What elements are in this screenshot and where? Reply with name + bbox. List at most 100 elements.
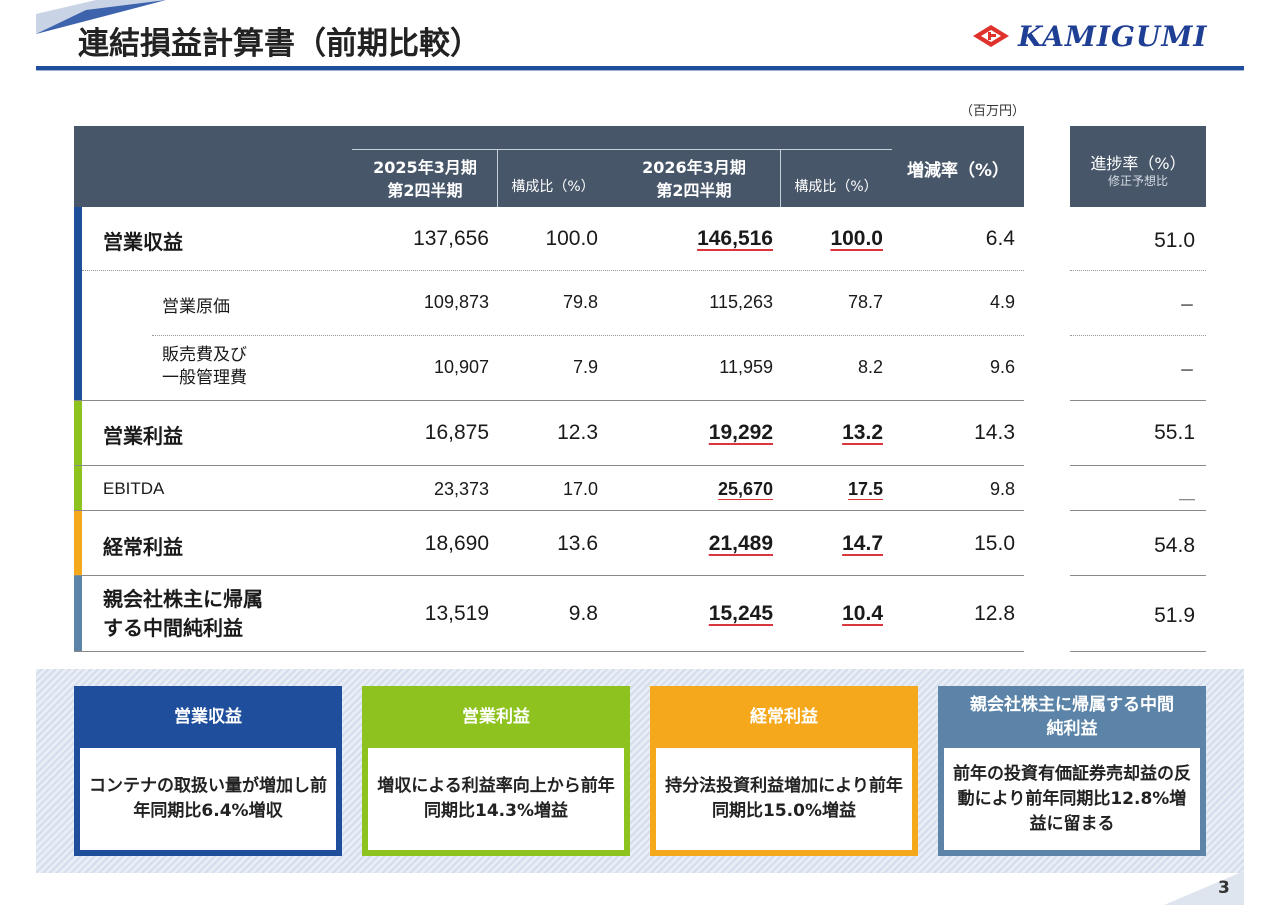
- header-curr-ratio: 構成比（%）: [794, 179, 878, 195]
- header-rule: [608, 149, 780, 150]
- title-divider-shadow: [36, 70, 1244, 71]
- prev-ratio: 17.0: [562, 479, 598, 499]
- title-divider: [36, 66, 1244, 70]
- progress-rate: 54.8: [1154, 534, 1195, 557]
- summary-card-operating-profit: 営業利益 増収による利益率向上から前年同期比14.3%増益: [362, 686, 630, 856]
- ordinary-group-bar: [74, 511, 82, 575]
- progress-divider: [1070, 465, 1206, 466]
- curr-value: 115,263: [709, 292, 773, 312]
- kamigumi-diamond-icon: [973, 25, 1009, 47]
- company-logo: KAMIGUMI: [972, 19, 1208, 53]
- progress-rate: 55.1: [1154, 421, 1195, 444]
- row-label-line2: 一般管理費: [162, 368, 247, 388]
- progress-divider: [1070, 575, 1206, 576]
- card-body: 増収による利益率向上から前年同期比14.3%増益: [368, 748, 624, 850]
- header-rule: [352, 149, 498, 150]
- header-progress-sub: 修正予想比: [1107, 174, 1168, 188]
- table-header: 2025年3月期 第2四半期 構成比（%） 2026年3月期 第2四半期 構成比…: [74, 126, 1024, 207]
- header-prev-ratio: 構成比（%）: [511, 179, 595, 195]
- prev-value: 13,519: [424, 602, 489, 625]
- prev-ratio: 13.6: [557, 532, 598, 555]
- row-label: 営業収益: [103, 230, 183, 254]
- card-title: 経常利益: [750, 707, 818, 727]
- prev-ratio: 79.8: [562, 292, 598, 312]
- card-title: 営業収益: [174, 707, 242, 727]
- row-divider: [82, 270, 1024, 271]
- progress-divider: [1070, 400, 1206, 401]
- change-rate: 4.9: [989, 292, 1015, 312]
- row-label: EBITDA: [103, 479, 165, 498]
- page-title: 連結損益計算書（前期比較）: [78, 26, 481, 62]
- progress-rate: 51.0: [1154, 229, 1195, 252]
- row-divider: [74, 651, 1024, 652]
- row-divider: [74, 510, 1024, 511]
- row-divider: [74, 400, 1024, 401]
- header-rule: [780, 149, 892, 150]
- prev-value: 137,656: [413, 227, 489, 250]
- progress-rate: －: [1178, 298, 1195, 315]
- page-number: 3: [1218, 878, 1230, 898]
- curr-value: 21,489: [708, 532, 773, 555]
- progress-divider: [1070, 651, 1206, 652]
- progress-divider: [1070, 270, 1206, 271]
- logo-text: KAMIGUMI: [1018, 19, 1208, 53]
- progress-header: 進捗率（%） 修正予想比: [1070, 126, 1206, 207]
- row-label-line1: 販売費及び: [162, 345, 247, 365]
- row-label: 営業原価: [162, 297, 230, 317]
- change-rate: 9.6: [989, 357, 1015, 377]
- unit-label: （百万円）: [960, 104, 1026, 119]
- prev-value: 10,907: [433, 357, 489, 377]
- curr-value: 19,292: [708, 421, 773, 444]
- change-rate: 12.8: [974, 602, 1015, 625]
- progress-rate: ＿: [1178, 485, 1195, 502]
- prev-value: 16,875: [424, 421, 489, 444]
- curr-value: 146,516: [697, 227, 773, 250]
- progress-rate: 51.9: [1154, 604, 1195, 627]
- header-prev-quarter: 第2四半期: [387, 181, 463, 200]
- card-title: 親会社株主に帰属する中間純利益: [970, 695, 1174, 739]
- prev-ratio: 12.3: [557, 421, 598, 444]
- progress-divider: [1070, 510, 1206, 511]
- row-label-line2: する中間純利益: [103, 616, 243, 640]
- curr-ratio: 78.7: [847, 292, 883, 312]
- row-divider: [74, 575, 1024, 576]
- header-prev-period: 2025年3月期 第2四半期: [352, 156, 498, 202]
- card-title: 営業利益: [462, 707, 530, 727]
- net-income-group-bar: [74, 576, 82, 651]
- row-label: 親会社株主に帰属 する中間純利益: [103, 585, 263, 643]
- prev-ratio: 100.0: [545, 227, 598, 250]
- header-progress: 進捗率（%）: [1090, 154, 1186, 173]
- curr-value: 25,670: [717, 479, 773, 499]
- row-divider: [74, 465, 1024, 466]
- header-curr-period: 2026年3月期 第2四半期: [608, 156, 780, 202]
- prev-ratio: 9.8: [568, 602, 598, 625]
- row-label: 営業利益: [103, 424, 183, 448]
- curr-ratio: 8.2: [857, 357, 883, 377]
- revenue-group-bar: [74, 207, 82, 400]
- summary-card-ordinary-profit: 経常利益 持分法投資利益増加により前年同期比15.0%増益: [650, 686, 918, 856]
- curr-value: 15,245: [708, 602, 773, 625]
- progress-rate: －: [1178, 363, 1195, 380]
- row-label-line1: 親会社株主に帰属: [103, 587, 263, 611]
- change-rate: 14.3: [974, 421, 1015, 444]
- curr-ratio: 13.2: [842, 421, 883, 444]
- prev-ratio: 7.9: [572, 357, 598, 377]
- curr-ratio: 14.7: [842, 532, 883, 555]
- curr-ratio: 100.0: [830, 227, 883, 250]
- prev-value: 109,873: [423, 292, 489, 312]
- header-curr-year: 2026年3月期: [642, 158, 746, 177]
- header-divider: [497, 149, 498, 207]
- curr-ratio: 10.4: [842, 602, 883, 625]
- change-rate: 9.8: [989, 479, 1015, 499]
- curr-value: 11,959: [719, 357, 773, 377]
- row-divider: [152, 335, 1024, 336]
- card-body: 持分法投資利益増加により前年同期比15.0%増益: [656, 748, 912, 850]
- header-curr-quarter: 第2四半期: [656, 181, 732, 200]
- row-label: 販売費及び 一般管理費: [162, 344, 247, 390]
- progress-divider: [1070, 335, 1206, 336]
- op-profit-group-bar: [74, 401, 82, 511]
- summary-card-revenue: 営業収益 コンテナの取扱い量が増加し前年同期比6.4%増収: [74, 686, 342, 856]
- header-rule: [498, 149, 608, 150]
- change-rate: 15.0: [974, 532, 1015, 555]
- prev-value: 18,690: [424, 532, 489, 555]
